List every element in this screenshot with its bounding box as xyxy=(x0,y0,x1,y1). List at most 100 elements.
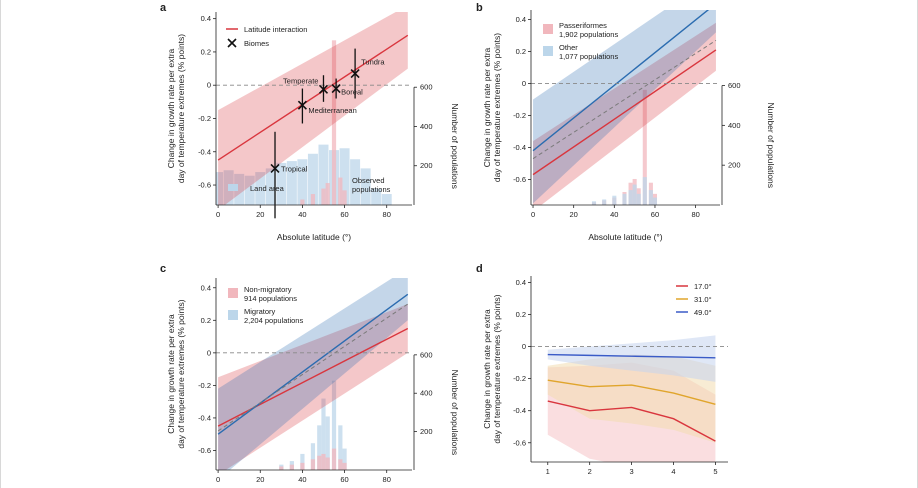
y-tick-label: -0.6 xyxy=(513,438,526,447)
x-tick-label: 40 xyxy=(298,210,306,219)
biome-label: Temperate xyxy=(283,76,318,85)
x-tick-label: 20 xyxy=(570,210,578,219)
biome-label: Tropical xyxy=(281,164,308,173)
legend-sublabel: 1,902 populations xyxy=(559,30,618,39)
legend-label: Biomes xyxy=(244,39,269,48)
histogram-bar-migratory xyxy=(325,416,330,470)
x-tick-label: 80 xyxy=(691,210,699,219)
legend-label: Observed populations xyxy=(352,176,391,194)
histogram-bar-other xyxy=(628,190,633,205)
left-border xyxy=(0,0,1,488)
y2-axis-label: Number of populations xyxy=(766,102,776,188)
y2-tick-label: 200 xyxy=(420,427,433,436)
x-tick-label: 0 xyxy=(531,210,535,219)
legend-box-swatch xyxy=(228,184,238,191)
ci-band-0 xyxy=(218,304,408,470)
biome-marker xyxy=(350,68,360,79)
x-tick-label: 5 xyxy=(713,467,717,476)
y2-axis-label: Number of populations xyxy=(450,103,460,189)
legend-label: Latitude interaction xyxy=(244,25,307,34)
series-line-1 xyxy=(547,379,716,405)
y-tick-label: -0.2 xyxy=(513,374,526,383)
x-tick-label: 0 xyxy=(216,475,220,484)
y2-tick-label: 600 xyxy=(420,350,433,359)
histogram-bar-other xyxy=(602,199,607,205)
y-tick-label: 0.4 xyxy=(201,14,211,23)
histogram-bar-other xyxy=(636,193,641,205)
legend-sublabel: 1,077 populations xyxy=(559,52,618,61)
histogram-bar-land_area xyxy=(339,148,350,205)
legend-sublabel: 2,204 populations xyxy=(244,316,303,325)
legend-sublabel: 914 populations xyxy=(244,294,297,303)
y2-tick-label: 600 xyxy=(420,83,433,92)
histogram-bar-migratory xyxy=(317,425,322,470)
plot-area xyxy=(216,12,409,205)
y-axis-label: Change in growth rate per extraday of te… xyxy=(166,34,186,183)
x-tick-label: 60 xyxy=(340,475,348,484)
x-tick-label: 1 xyxy=(546,467,550,476)
legend-label: Non-migratory xyxy=(244,285,292,294)
y-axis-label: Change in growth rate per extraday of te… xyxy=(166,299,186,448)
histogram-bar-other xyxy=(642,177,647,205)
ci-band-1 xyxy=(547,354,716,443)
legend-label: 17.0° xyxy=(694,282,712,291)
x-tick-label: 0 xyxy=(216,210,220,219)
y-axis-label-line: Change in growth rate per extra xyxy=(166,314,176,434)
ci-band-0 xyxy=(533,22,716,205)
panel-letter: b xyxy=(476,2,483,14)
y-tick-label: -0.6 xyxy=(513,175,526,184)
histogram-bar-land_area xyxy=(381,194,392,205)
y-tick-label: 0 xyxy=(207,81,211,90)
histogram-bar-land_area xyxy=(244,175,255,205)
legend-box-swatch xyxy=(543,46,553,56)
y-tick-label: -0.4 xyxy=(513,406,526,415)
histogram-bar-land_area xyxy=(234,173,245,205)
biome-label: Tundra xyxy=(361,58,385,67)
y2-tick-label: 600 xyxy=(728,81,741,90)
ci-band-0 xyxy=(218,12,408,205)
ci-band-1 xyxy=(533,10,716,204)
series-line-0 xyxy=(217,34,409,161)
legend-label: 49.0° xyxy=(694,308,712,317)
y-axis-label-line: day of temperature extremes (% points) xyxy=(492,294,502,443)
legend-label-line: populations xyxy=(352,185,391,194)
series-line-1 xyxy=(217,293,409,435)
y-tick-label: -0.4 xyxy=(513,143,526,152)
legend-box-swatch xyxy=(228,310,238,320)
y-tick-label: -0.4 xyxy=(198,147,211,156)
histogram-bar-nonmigratory xyxy=(321,453,326,470)
y-axis-label-line: Change in growth rate per extra xyxy=(482,309,492,429)
legend-cross-swatch xyxy=(227,38,237,48)
biome-marker xyxy=(270,163,280,173)
x-tick-label: 2 xyxy=(588,467,592,476)
legend-label: 31.0° xyxy=(694,295,712,304)
histogram-bar-nonmigratory xyxy=(342,462,347,470)
x-tick-label: 20 xyxy=(256,475,264,484)
histogram-bar-land_area xyxy=(350,159,361,205)
biome-marker xyxy=(331,83,341,94)
histogram-bar-observed xyxy=(338,177,343,205)
series-line-2 xyxy=(217,303,409,432)
ci-band-1 xyxy=(218,278,408,470)
panel-letter: a xyxy=(160,2,167,14)
plot-area xyxy=(532,10,717,205)
x-axis-label: Absolute latitude (°) xyxy=(277,232,351,242)
histogram-bar-observed xyxy=(325,183,330,205)
histogram-bar-nonmigratory xyxy=(325,457,330,470)
histogram-bar-land_area xyxy=(371,188,382,205)
x-tick-label: 40 xyxy=(298,475,306,484)
histogram-bar-observed xyxy=(342,190,347,205)
histogram-bar-observed xyxy=(642,89,647,205)
histogram-bar-migratory xyxy=(300,453,305,470)
histogram-bar-migratory xyxy=(342,448,347,470)
y-tick-label: 0.2 xyxy=(516,47,526,56)
series-line-0 xyxy=(532,49,717,176)
y2-tick-label: 400 xyxy=(728,121,741,130)
y-tick-label: -0.6 xyxy=(198,181,211,190)
y-tick-label: -0.2 xyxy=(198,381,211,390)
histogram-bar-land_area xyxy=(255,172,266,205)
histogram-bar-nonmigratory xyxy=(279,466,284,470)
histogram-bar-land_area xyxy=(360,168,371,205)
histogram-bar-land_area xyxy=(265,168,276,205)
y-tick-label: 0.2 xyxy=(201,316,211,325)
